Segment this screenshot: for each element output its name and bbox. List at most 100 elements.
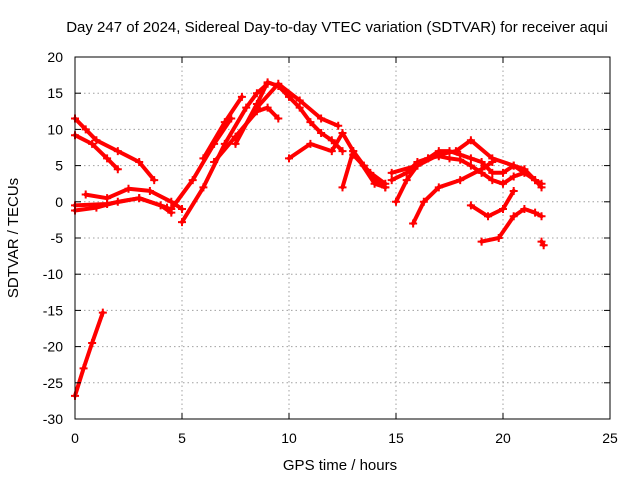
data-point (509, 212, 518, 221)
data-point (520, 168, 529, 177)
data-point (466, 136, 475, 145)
series-arc-1 (71, 308, 107, 400)
data-point (220, 118, 229, 127)
series-line (468, 188, 516, 219)
data-point (434, 152, 443, 161)
data-point (366, 168, 375, 177)
data-point (327, 136, 336, 145)
y-tick-label: 5 (55, 158, 63, 174)
data-point (477, 237, 486, 246)
y-tick-label: 10 (47, 121, 63, 137)
data-point (263, 103, 272, 112)
y-tick-label: -25 (43, 375, 63, 391)
data-point (237, 92, 246, 101)
data-point (456, 155, 465, 164)
data-point (295, 96, 304, 105)
x-tick-label: 20 (495, 430, 511, 446)
data-point (103, 199, 112, 208)
data-point (499, 168, 507, 177)
x-tick-label: 5 (178, 430, 186, 446)
series-arc-9 (199, 92, 246, 163)
series-line (73, 133, 120, 172)
data-point (531, 176, 540, 185)
data-point (135, 194, 144, 203)
series-arc-21 (477, 205, 546, 246)
data-point (477, 157, 486, 166)
series-arc-12 (252, 79, 343, 130)
data-point (419, 197, 428, 206)
data-point (163, 203, 172, 212)
data-point (402, 176, 411, 185)
data-point (199, 183, 208, 192)
data-point (113, 147, 122, 156)
data-point (98, 308, 107, 317)
plot-frame (74, 56, 611, 420)
series-arc-22 (537, 237, 548, 250)
data-point (103, 154, 112, 163)
y-tick-label: 20 (47, 49, 63, 65)
data-point (445, 154, 454, 163)
data-point (150, 176, 159, 185)
axis-ticks: 0 5 10 15 20 25 -30 -25 -20 -15 -10 -5 0 5 10 15 20 (43, 49, 618, 446)
data-point (392, 197, 400, 206)
x-tick-label: 15 (388, 430, 404, 446)
x-tick-label: 10 (281, 430, 297, 446)
data-point (466, 154, 475, 163)
data-point (456, 176, 465, 185)
data-point (199, 154, 208, 163)
data-point (178, 205, 186, 214)
series-arc-5 (81, 184, 186, 214)
data-point (327, 147, 336, 156)
data-point (387, 176, 396, 185)
series-line (73, 310, 105, 398)
y-tick-label: -20 (43, 339, 63, 355)
x-axis-label: GPS time / hours (283, 457, 397, 474)
data-point (242, 103, 251, 112)
data-point (499, 179, 507, 188)
data-point (537, 212, 546, 221)
y-tick-label: 15 (47, 85, 63, 101)
data-point (381, 179, 390, 188)
data-series (71, 78, 548, 400)
series-arc-15 (349, 150, 390, 188)
data-point (409, 219, 418, 228)
data-point (285, 154, 293, 163)
chart-title: Day 247 of 2024, Sidereal Day-to-day VTE… (66, 19, 608, 36)
data-point (263, 78, 272, 87)
data-point (252, 103, 261, 112)
y-tick-label: -30 (43, 411, 63, 427)
data-point (424, 154, 433, 163)
data-point (509, 161, 518, 170)
series-arc-19 (409, 157, 497, 228)
y-tick-label: -10 (43, 266, 63, 282)
data-point (338, 147, 347, 156)
series-arc-8 (178, 79, 272, 227)
data-point (539, 241, 548, 250)
grid (75, 57, 610, 419)
data-point (81, 125, 90, 134)
series-line (180, 81, 270, 225)
data-point (387, 168, 396, 177)
data-point (451, 147, 460, 156)
data-point (349, 150, 358, 159)
data-point (466, 201, 475, 210)
series-arc-2 (71, 114, 159, 185)
series-line (73, 116, 157, 183)
data-point (274, 114, 283, 123)
y-axis-label: SDTVAR / TECUs (5, 178, 22, 298)
data-point (338, 183, 347, 192)
series-arc-3 (71, 131, 122, 174)
data-point (306, 139, 315, 148)
data-point (488, 157, 497, 166)
data-point (338, 129, 347, 138)
data-point (488, 168, 497, 177)
series-line (73, 196, 169, 210)
data-point (88, 338, 97, 347)
data-point (509, 172, 518, 181)
x-tick-label: 0 (71, 430, 79, 446)
data-point (488, 176, 497, 185)
data-point (92, 136, 101, 145)
data-point (167, 197, 176, 206)
data-point (274, 79, 283, 88)
